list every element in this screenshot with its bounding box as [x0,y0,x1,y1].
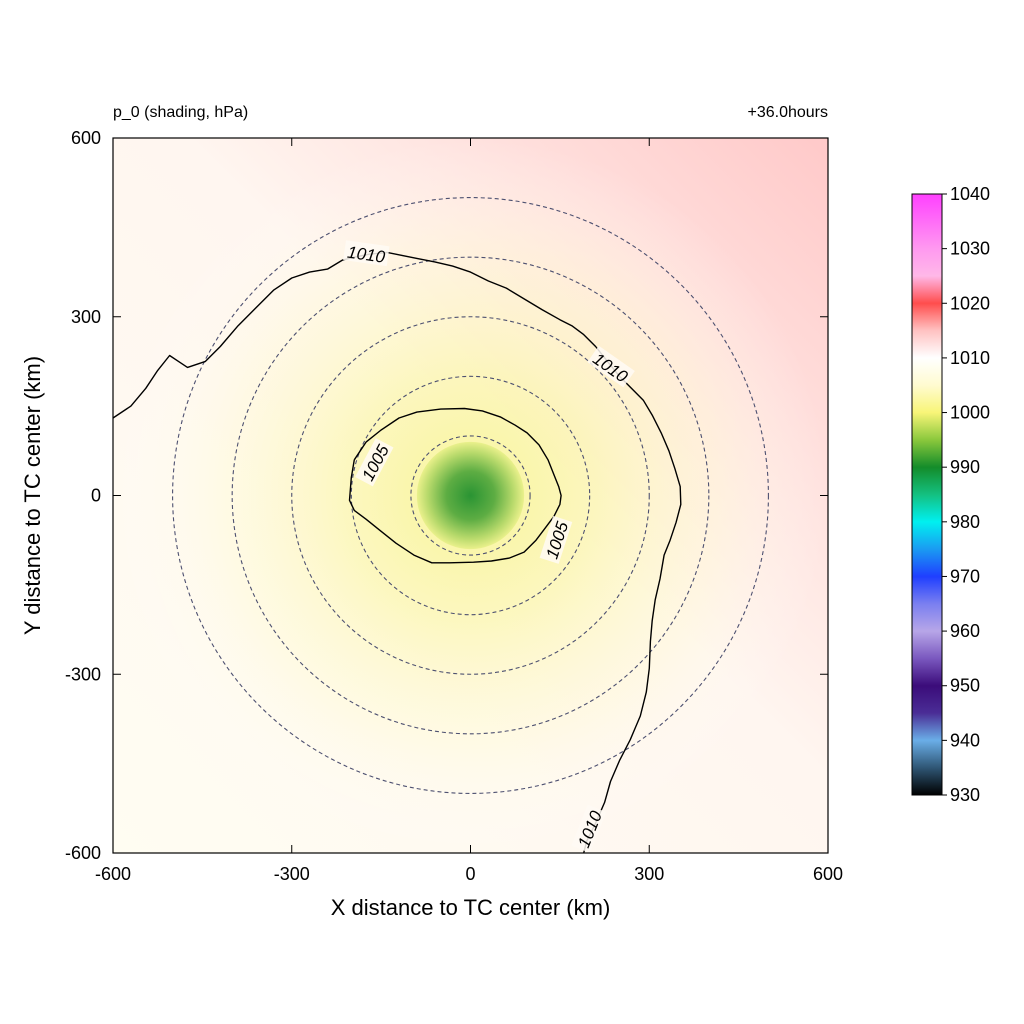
colorbar-tick-label: 990 [950,457,980,477]
contour-1005 [348,407,562,564]
range-ring-300km [291,316,650,675]
x-tick-label: -300 [274,864,310,884]
colorbar-tick-label: 1030 [950,239,990,259]
range-ring-500km [172,197,769,794]
colorbar-tick-label: 950 [950,676,980,696]
variable-label: p_0 (shading, hPa) [113,104,248,121]
colorbar-scale [911,193,943,796]
colorbar-tick-label: 1000 [950,403,990,423]
colorbar-tick-label: 1020 [950,293,990,313]
range-ring-100km [410,435,531,556]
colorbar-tick-label: 1040 [950,184,990,204]
colorbar-tick-label: 930 [950,785,980,805]
time-label: +36.0hours [747,104,828,121]
colorbar: 1040 1030 1020 1010 1000 990 980 970 960 950 940 93… [911,184,990,805]
x-tick-label: 0 [465,864,475,884]
colorbar-tick-label: 980 [950,512,980,532]
range-ring-400km [231,256,710,735]
contour-1010 [113,251,682,853]
colorbar-tick-label: 940 [950,730,980,750]
y-tick-label: 0 [91,486,101,506]
colorbar-tick-label: 960 [950,621,980,641]
x-axis-title: X distance to TC center (km) [331,895,611,920]
colorbar-tick-label: 970 [950,566,980,586]
x-tick-label: 300 [634,864,664,884]
y-tick-label: -300 [65,664,101,684]
y-tick-label: 300 [71,307,101,327]
y-axis-title: Y distance to TC center (km) [20,356,45,635]
colorbar-tick-label: 1010 [950,348,990,368]
low-pressure-core [416,441,525,550]
x-tick-label: -600 [95,864,131,884]
y-tick-label: -600 [65,843,101,863]
y-tick-label: 600 [71,128,101,148]
x-tick-label: 600 [813,864,843,884]
range-ring-200km [350,375,591,616]
